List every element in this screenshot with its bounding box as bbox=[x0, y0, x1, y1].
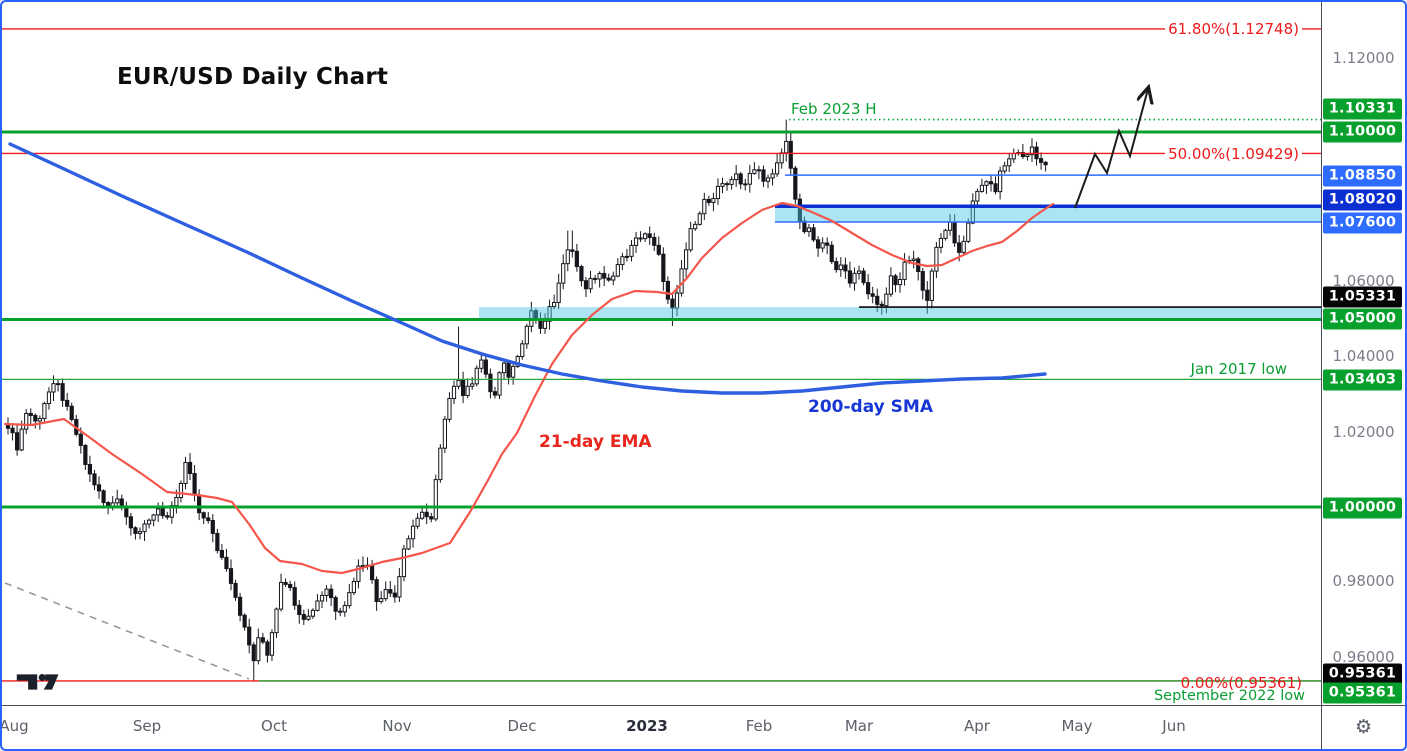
settings-button[interactable]: ⚙ bbox=[1322, 706, 1405, 749]
axis-horizontal-separator bbox=[2, 705, 1405, 706]
time-axis-label: Aug bbox=[0, 717, 29, 735]
price-badge: 1.00000 bbox=[1323, 497, 1402, 519]
price-tick: 1.06000 bbox=[1332, 272, 1395, 290]
time-axis-label: Sep bbox=[132, 717, 162, 735]
price-tick: 0.96000 bbox=[1332, 648, 1395, 666]
fib-618-label: 61.80%(1.12748) bbox=[1165, 21, 1302, 37]
price-tick: 0.98000 bbox=[1332, 572, 1395, 590]
candlestick-chart[interactable] bbox=[2, 2, 1321, 705]
resistance-zone bbox=[775, 206, 1321, 222]
price-axis[interactable]: 1.12000 1.06000 1.04000 1.02000 0.98000 0.960… bbox=[1322, 2, 1405, 705]
price-badge: 0.95361 bbox=[1323, 663, 1402, 685]
price-badge: 1.05000 bbox=[1323, 308, 1402, 330]
ema-21-line bbox=[3, 201, 1055, 575]
fib-50-label: 50.00%(1.09429) bbox=[1165, 146, 1302, 162]
time-axis-label: Feb bbox=[745, 717, 773, 735]
page-title: EUR/USD Daily Chart bbox=[117, 64, 389, 90]
bullish-projection-arrow bbox=[1074, 89, 1148, 209]
sma-label: 200-day SMA bbox=[808, 397, 933, 417]
price-badge: 1.03403 bbox=[1323, 369, 1402, 391]
time-axis-label: Oct bbox=[261, 717, 287, 735]
downtrend-dashed-line bbox=[4, 582, 250, 680]
ema-label: 21-day EMA bbox=[539, 432, 652, 452]
time-axis[interactable]: Aug Sep Oct Nov Dec 2023 Feb Mar Apr May Jun bbox=[2, 706, 1321, 749]
axis-vertical-separator bbox=[1321, 2, 1322, 749]
price-badge: 1.05331 bbox=[1323, 286, 1402, 308]
time-axis-label: 2023 bbox=[626, 717, 668, 735]
price-badge: 1.08020 bbox=[1323, 189, 1402, 211]
time-axis-label: May bbox=[1061, 717, 1093, 735]
price-badge: 1.08850 bbox=[1323, 165, 1402, 187]
support-zone bbox=[479, 307, 1321, 320]
time-axis-label: Dec bbox=[507, 717, 537, 735]
sma-200-line bbox=[8, 142, 1047, 395]
time-axis-label: Jun bbox=[1162, 717, 1186, 735]
price-badge: 1.10000 bbox=[1323, 121, 1402, 143]
price-badge: 1.10331 bbox=[1323, 98, 1402, 120]
price-tick: 1.04000 bbox=[1332, 347, 1395, 365]
gear-icon: ⚙ bbox=[1354, 716, 1373, 738]
price-tick: 1.12000 bbox=[1332, 49, 1395, 67]
price-badge: 0.95361 bbox=[1323, 682, 1402, 704]
time-axis-label: Nov bbox=[382, 717, 412, 735]
candles bbox=[5, 119, 1048, 681]
price-tick: 1.02000 bbox=[1332, 423, 1395, 441]
fib-0-label: 0.00%(0.95361) bbox=[1180, 674, 1302, 692]
time-axis-label: Mar bbox=[844, 717, 874, 735]
time-axis-label: Apr bbox=[964, 717, 990, 735]
chart-plot-area[interactable] bbox=[2, 2, 1321, 705]
september-2022-low-label: September 2022 low bbox=[1153, 688, 1305, 704]
jan-2017-low-label: Jan 2017 low bbox=[1190, 360, 1287, 378]
price-badge: 1.07600 bbox=[1323, 212, 1402, 234]
feb-2023-high-label: Feb 2023 H bbox=[791, 100, 877, 118]
tradingview-logo[interactable] bbox=[16, 671, 60, 693]
